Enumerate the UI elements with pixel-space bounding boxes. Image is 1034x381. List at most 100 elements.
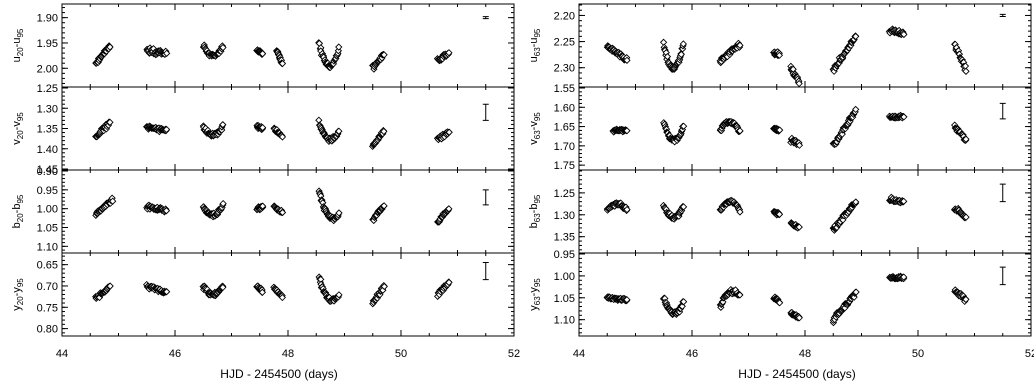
data-point <box>106 43 114 51</box>
y-tick-label: 1.55 <box>554 83 575 95</box>
error-bar <box>999 102 1006 120</box>
panel-y63-y95: 0.95 1.00 1.05 1.10 y63-y95 44 46 48 50 52 <box>528 249 1034 360</box>
data-point <box>795 141 804 149</box>
y-axis-title: b63-b95 <box>528 194 542 228</box>
y-axis-title-part: -u <box>528 38 540 48</box>
data-point <box>258 288 266 296</box>
y-axis-title-part: 95 <box>533 194 542 203</box>
y-axis-title-part: 63 <box>533 47 542 56</box>
y-tick-label: 0.65 <box>37 260 58 272</box>
data-point <box>445 278 453 287</box>
y-tick-label: 1.35 <box>37 124 58 136</box>
y-axis-title-part: -b <box>11 204 23 214</box>
data-point <box>335 127 343 135</box>
y-axis-title-part: 95 <box>533 112 542 121</box>
y-axis-title-part: -y <box>11 287 23 297</box>
data-point <box>258 50 267 58</box>
y-tick-label: 1.40 <box>37 144 58 156</box>
data-point <box>679 122 688 130</box>
data-point <box>852 105 860 114</box>
y-axis-title-part: -v <box>528 121 540 131</box>
y-tick-label: 1.30 <box>37 103 58 115</box>
panel-b20-b95: 0.90 0.95 1.00 1.05 1.10 b20-b95 <box>11 166 515 254</box>
data-point <box>623 56 631 65</box>
y-tick-label: 2.00 <box>37 63 58 75</box>
y-axis-title-part: 95 <box>16 278 25 287</box>
panel-u63-u95: 2.20 2.25 2.30 u63-u95 <box>528 3 1032 88</box>
y-tick-label: 1.35 <box>554 232 575 244</box>
data-point <box>736 41 744 49</box>
error-bar <box>482 262 489 281</box>
y-tick-label: 0.80 <box>37 324 58 336</box>
data-point <box>163 49 171 57</box>
y-tick-label: 0.75 <box>37 302 58 314</box>
x-tick-label: 48 <box>799 348 811 360</box>
y-axis-title-part: -u <box>11 38 23 48</box>
y-tick-label: 1.25 <box>37 83 58 95</box>
panel-y20-y95: 0.65 0.70 0.75 0.80 y20-y95 44 46 48 50 52 <box>11 252 520 360</box>
data-point <box>900 197 908 205</box>
y-axis-title: v63-v95 <box>528 112 542 145</box>
x-tick-label: 50 <box>395 348 407 360</box>
data-point <box>109 197 117 205</box>
data-point <box>380 51 388 59</box>
data-point <box>679 40 688 48</box>
y-axis-title: b20-b95 <box>11 194 25 228</box>
error-bar <box>482 16 489 20</box>
data-point <box>278 59 287 68</box>
y-tick-label: 0.95 <box>554 249 575 261</box>
y-axis-title-part: -b <box>528 204 540 214</box>
y-tick-label: 1.30 <box>554 210 575 222</box>
data-point <box>776 299 784 307</box>
y-tick-label: 1.60 <box>554 102 575 114</box>
data-point <box>795 314 803 322</box>
data-point <box>278 133 287 141</box>
error-bar <box>999 13 1006 17</box>
x-axis-title-left: HJD - 2454500 (days) <box>220 367 337 381</box>
panel-v63-v95: 1.55 1.60 1.65 1.70 1.75 v63-v95 <box>528 83 1032 172</box>
data-point <box>736 208 744 216</box>
y-tick-label: 2.30 <box>554 63 575 75</box>
y-tick-label: 0.95 <box>37 185 58 197</box>
x-tick-label: 44 <box>56 348 68 360</box>
y-tick-label: 1.10 <box>554 315 575 327</box>
data-point <box>162 207 171 215</box>
y-tick-label: 1.10 <box>37 241 58 253</box>
data-point <box>962 213 970 221</box>
data-point <box>163 288 171 296</box>
y-axis-title-part: y <box>528 305 540 311</box>
y-tick-label: 1.00 <box>554 271 575 283</box>
y-axis-title: u20-u95 <box>11 28 25 62</box>
panel-v20-v95: 1.25 1.30 1.35 1.40 1.45 v20-v95 <box>11 83 515 176</box>
data-point <box>736 291 744 299</box>
y-axis-title-part: v <box>11 139 23 145</box>
data-point <box>278 208 287 217</box>
data-point <box>106 282 114 290</box>
y-tick-label: 0.90 <box>37 166 58 178</box>
x-tick-label: 44 <box>573 348 585 360</box>
data-points <box>92 187 453 226</box>
y-tick-label: 1.45 <box>37 164 58 176</box>
y-axis-title-part: b <box>528 222 540 228</box>
data-point <box>219 120 227 129</box>
data-point <box>259 202 267 210</box>
data-point <box>900 273 908 281</box>
data-point <box>677 50 685 59</box>
y-tick-label: 1.70 <box>554 141 575 153</box>
y-tick-label: 0.70 <box>37 281 58 293</box>
y-axis-title: u63-u95 <box>528 28 542 62</box>
data-point <box>962 67 970 76</box>
error-bar <box>999 266 1006 286</box>
panel-b63-b95: 1.25 1.30 1.35 b63-b95 <box>528 169 1032 254</box>
data-point <box>219 283 227 292</box>
y-axis-title-part: u <box>11 56 23 62</box>
data-point <box>219 43 227 52</box>
data-point <box>839 216 847 224</box>
data-points <box>603 193 970 234</box>
y-axis-title-part: 95 <box>533 278 542 287</box>
y-axis-title-part: 63 <box>533 213 542 222</box>
data-points <box>92 116 453 151</box>
data-point <box>775 51 784 59</box>
